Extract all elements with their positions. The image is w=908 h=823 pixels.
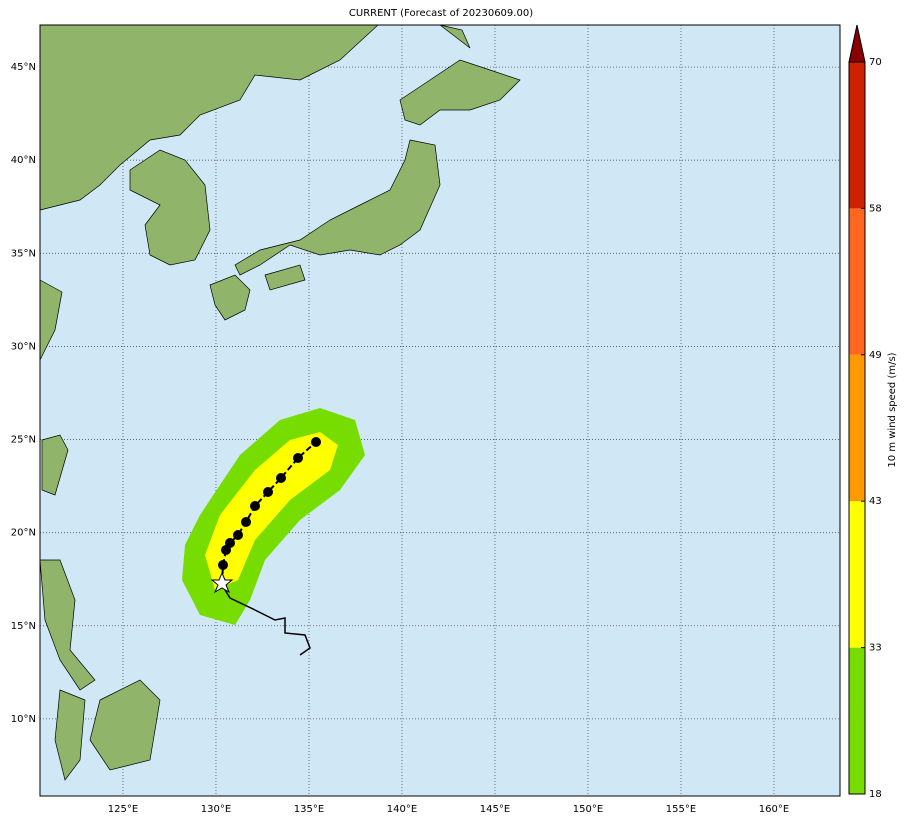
lon-tick-label: 140°E: [387, 804, 417, 815]
lat-tick-label: 25°N: [11, 435, 36, 446]
lon-tick-label: 125°E: [108, 804, 138, 815]
colorbar-frame: [848, 61, 866, 795]
lon-tick-label: 130°E: [201, 804, 231, 815]
colorbar-segment: [849, 354, 865, 502]
colorbar-tick-label: 58: [869, 203, 882, 214]
colorbar-segment: [849, 208, 865, 355]
colorbar-tick-label: 70: [869, 57, 882, 68]
lat-tick-label: 20°N: [11, 528, 36, 539]
lon-tick-label: 145°E: [480, 804, 510, 815]
lat-tick-label: 30°N: [11, 341, 36, 352]
wind-swath: [182, 408, 365, 625]
map-title: CURRENT (Forecast of 20230609.00): [349, 8, 533, 19]
ocean: [40, 25, 840, 796]
lat-tick-label: 45°N: [11, 62, 36, 73]
lat-tick-label: 15°N: [11, 621, 36, 632]
lon-tick-label: 135°E: [294, 804, 324, 815]
lat-tick-label: 10°N: [11, 714, 36, 725]
map-frame: [39, 24, 841, 797]
storm-track: [210, 437, 321, 656]
lon-tick-label: 155°E: [666, 804, 696, 815]
colorbar-segment: [849, 501, 865, 648]
colorbar-label: 10 m wind speed (m/s): [887, 352, 898, 467]
colorbar-tick-label: 33: [869, 643, 882, 654]
colorbar-segment: [849, 647, 865, 794]
colorbar-tick-label: 43: [869, 496, 882, 507]
colorbar-tick-label: 49: [869, 350, 882, 361]
colorbar-tick-label: 18: [869, 789, 882, 800]
land: [39, 24, 521, 781]
lon-tick-label: 150°E: [573, 804, 603, 815]
colorbar-extension: [848, 24, 866, 63]
lat-tick-label: 40°N: [11, 155, 36, 166]
lon-tick-label: 160°E: [759, 804, 789, 815]
colorbar-segment: [849, 62, 865, 209]
lat-tick-label: 35°N: [11, 248, 36, 259]
